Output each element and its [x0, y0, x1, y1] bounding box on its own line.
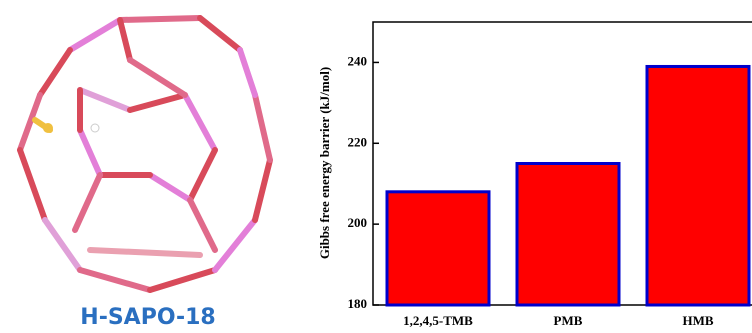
y-tick-label: 180	[348, 296, 368, 311]
y-tick-label: 240	[348, 53, 368, 68]
zeolite-cage	[20, 18, 270, 290]
y-tick-label: 220	[348, 134, 368, 149]
x-tick-label: 1,2,4,5-TMB	[403, 313, 473, 328]
figure: H-SAPO-18 Gibbs free energy barrier (kJ/…	[0, 0, 752, 333]
y-axis-label: Gibbs free energy barrier (kJ/mol)	[317, 67, 332, 259]
page: H-SAPO-18 Gibbs free energy barrier (kJ/…	[0, 0, 752, 333]
structure-label: H-SAPO-18	[80, 305, 215, 330]
x-tick-label: PMB	[554, 313, 583, 328]
bar	[387, 192, 489, 305]
bar	[517, 164, 619, 306]
y-tick-label: 200	[348, 215, 368, 230]
x-tick-label: HMB	[682, 313, 713, 328]
bar	[647, 66, 749, 305]
